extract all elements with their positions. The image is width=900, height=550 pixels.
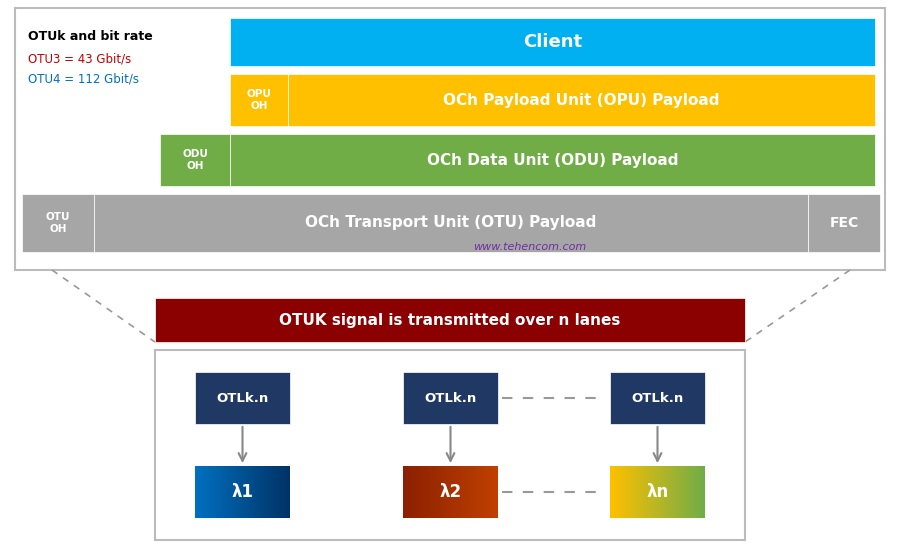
- Text: OCh Transport Unit (OTU) Payload: OCh Transport Unit (OTU) Payload: [305, 216, 597, 230]
- FancyBboxPatch shape: [155, 298, 745, 342]
- Text: Client: Client: [523, 33, 582, 51]
- FancyBboxPatch shape: [195, 372, 290, 424]
- Text: OTLk.n: OTLk.n: [425, 392, 477, 404]
- FancyBboxPatch shape: [230, 74, 288, 126]
- Text: OTLk.n: OTLk.n: [216, 392, 268, 404]
- FancyBboxPatch shape: [403, 372, 498, 424]
- Text: OTU
OH: OTU OH: [46, 212, 70, 234]
- Text: www.tehencom.com: www.tehencom.com: [473, 242, 587, 252]
- FancyBboxPatch shape: [155, 350, 745, 540]
- Text: OPU
OH: OPU OH: [247, 89, 272, 111]
- FancyBboxPatch shape: [94, 194, 808, 252]
- Text: OTU3 = 43 Gbit/s: OTU3 = 43 Gbit/s: [28, 52, 131, 65]
- Text: λ1: λ1: [231, 483, 254, 501]
- Text: FEC: FEC: [830, 216, 859, 230]
- Text: OTU4 = 112 Gbit/s: OTU4 = 112 Gbit/s: [28, 72, 139, 85]
- Text: λn: λn: [646, 483, 669, 501]
- FancyBboxPatch shape: [808, 194, 880, 252]
- FancyBboxPatch shape: [160, 134, 230, 186]
- Text: OCh Data Unit (ODU) Payload: OCh Data Unit (ODU) Payload: [427, 152, 679, 168]
- FancyBboxPatch shape: [610, 372, 705, 424]
- Text: OCh Payload Unit (OPU) Payload: OCh Payload Unit (OPU) Payload: [443, 92, 720, 107]
- FancyBboxPatch shape: [15, 8, 885, 270]
- Text: OTLk.n: OTLk.n: [632, 392, 684, 404]
- FancyBboxPatch shape: [230, 134, 875, 186]
- FancyBboxPatch shape: [288, 74, 875, 126]
- Text: ODU
OH: ODU OH: [182, 149, 208, 171]
- Text: λ2: λ2: [439, 483, 462, 501]
- FancyBboxPatch shape: [22, 194, 94, 252]
- Text: OTUK signal is transmitted over n lanes: OTUK signal is transmitted over n lanes: [279, 312, 621, 327]
- Text: OTUk and bit rate: OTUk and bit rate: [28, 30, 153, 43]
- FancyBboxPatch shape: [230, 18, 875, 66]
